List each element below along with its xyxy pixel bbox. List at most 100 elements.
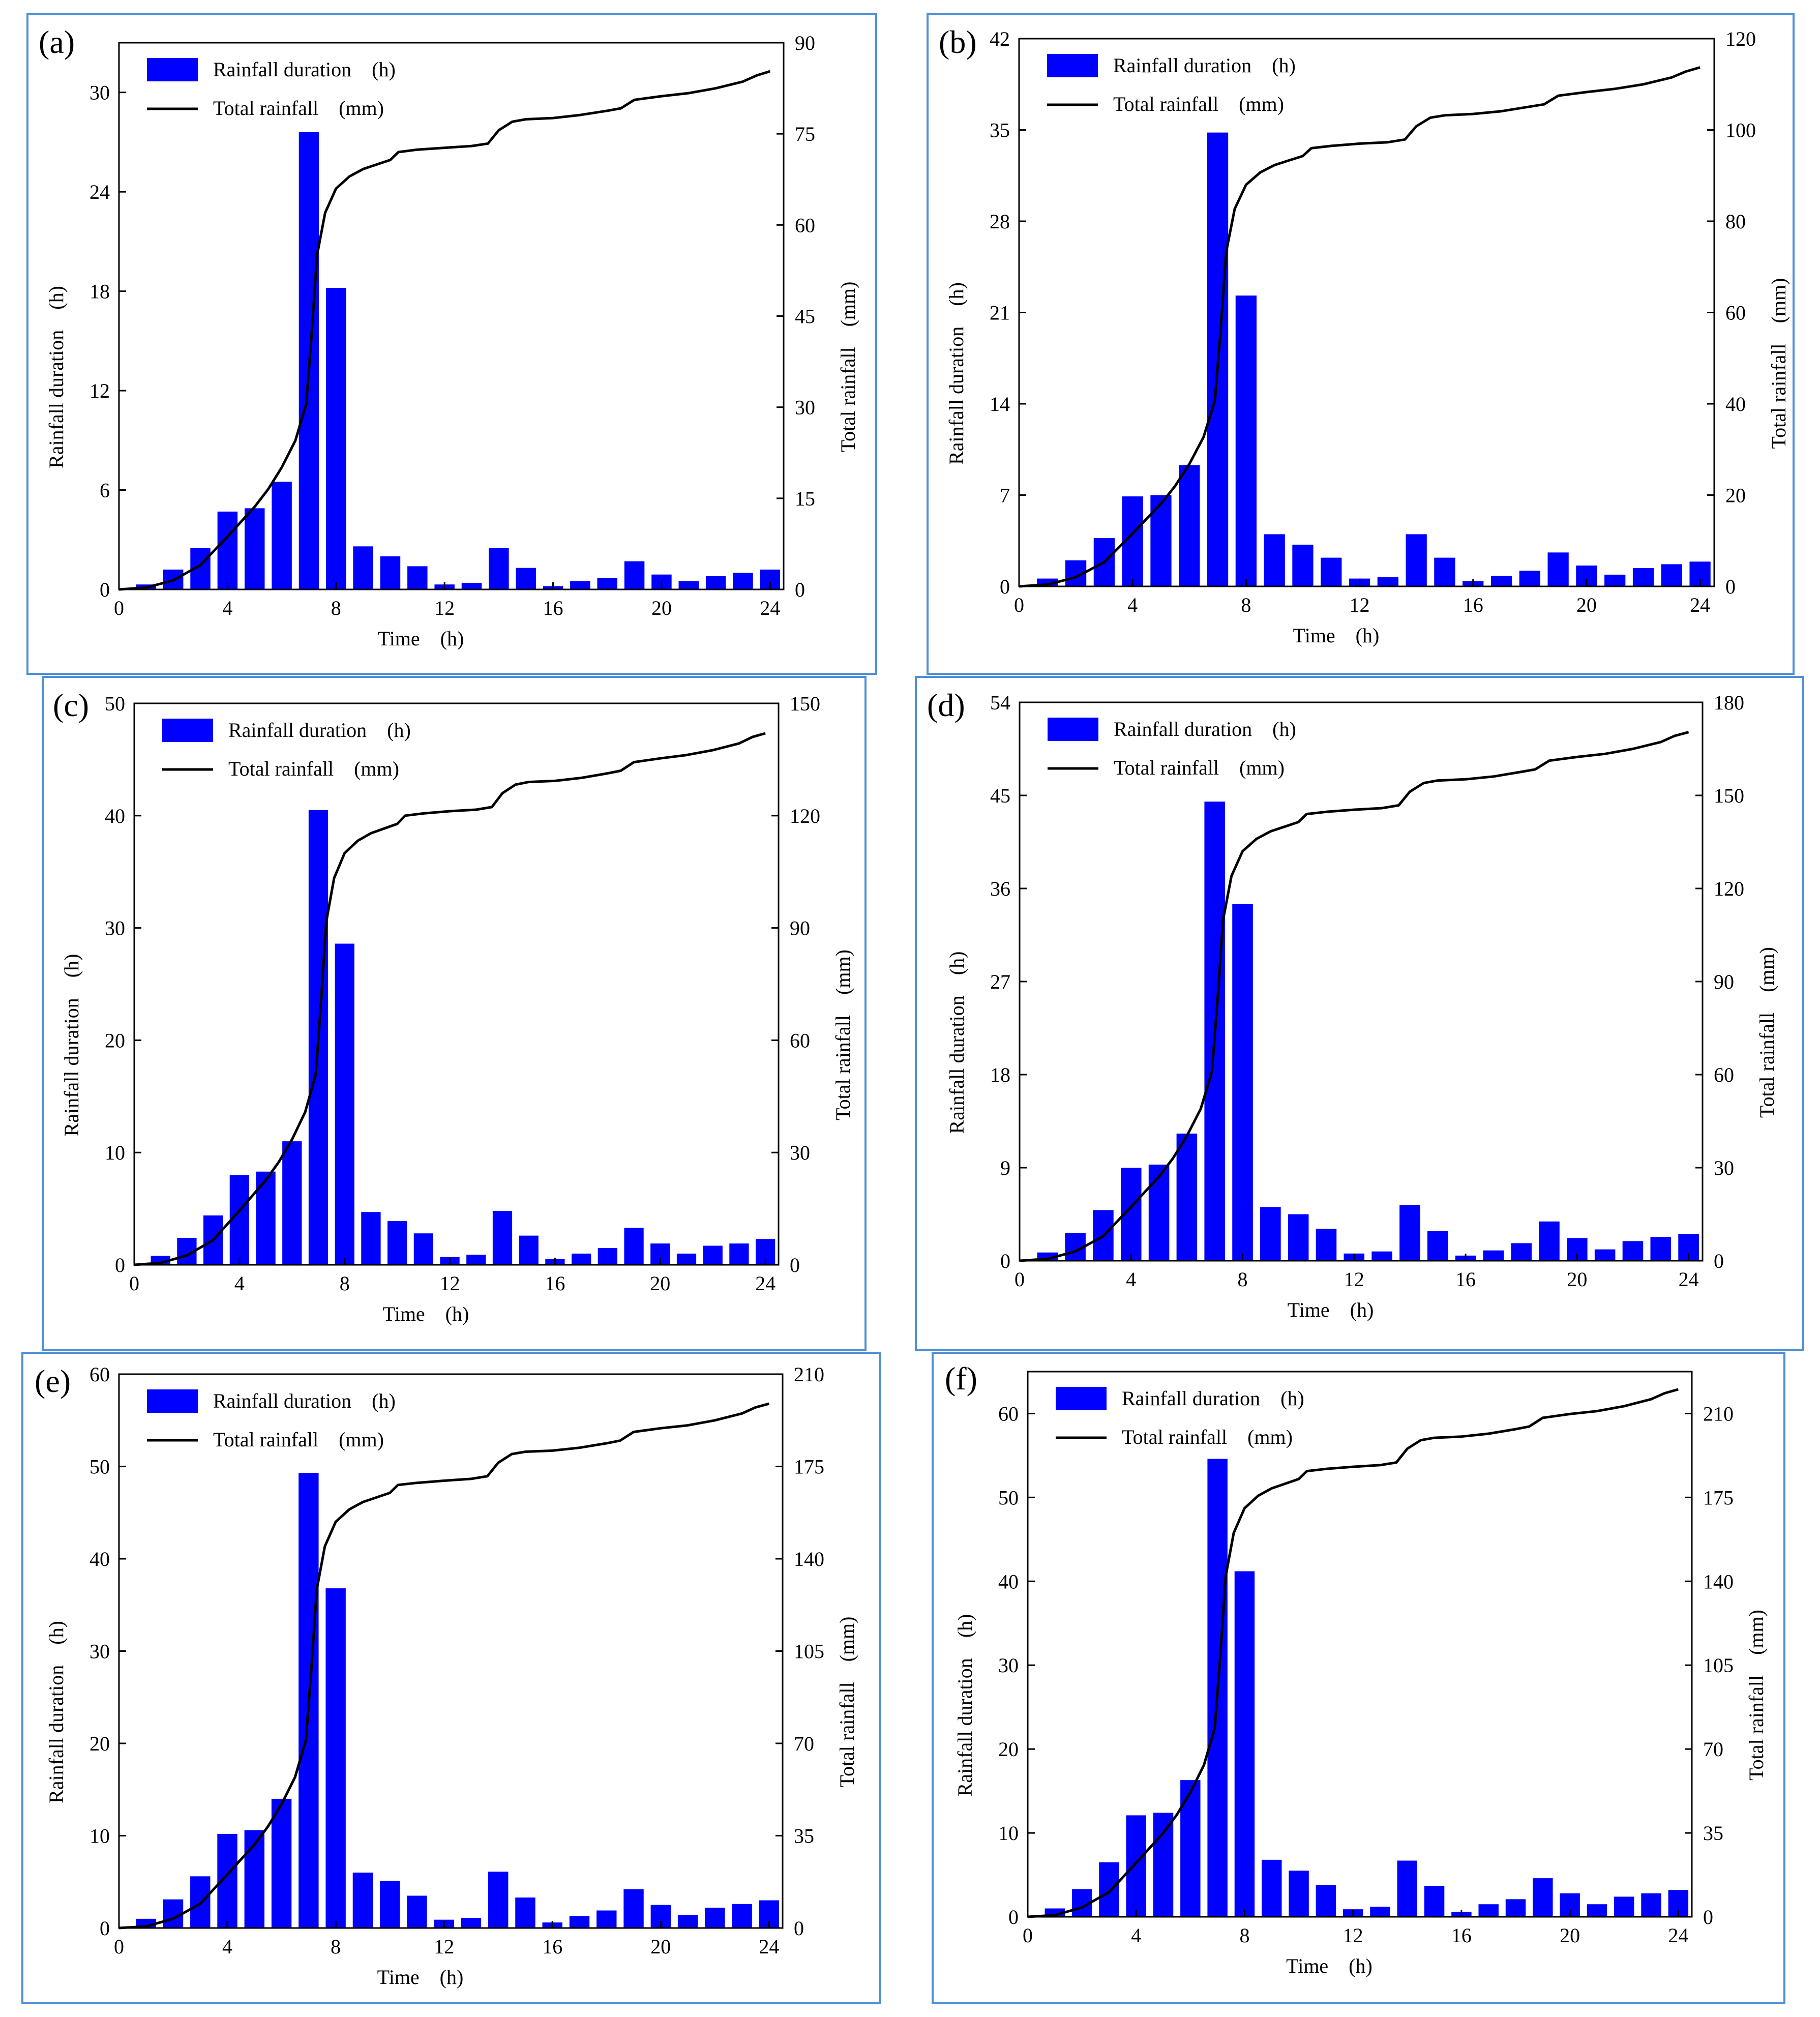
x-tick-label: 24 <box>760 597 780 619</box>
y-tick-label: 0 <box>100 578 110 601</box>
chart-panel-c: (c) 0 4 8 12 16 20 24 0 10 20 30 40 50 0 30 60 90 120 150 Ti… <box>42 676 867 1351</box>
bar <box>676 1253 697 1265</box>
bar <box>572 1253 591 1265</box>
bar <box>1288 1214 1309 1261</box>
y2-tick-label: 100 <box>1725 119 1756 142</box>
y2-tick-label: 140 <box>794 1548 824 1570</box>
bar <box>519 1235 539 1265</box>
x-tick-label: 20 <box>1576 594 1597 616</box>
y-tick-label: 20 <box>89 1732 110 1755</box>
y2-tick-label: 0 <box>794 1917 804 1940</box>
y2-tick-label: 60 <box>1714 1063 1734 1086</box>
y-tick-label: 28 <box>990 210 1010 233</box>
bar <box>352 1873 373 1928</box>
plot-frame <box>133 702 780 1266</box>
y2-tick-label: 20 <box>1725 484 1746 507</box>
bar <box>623 1889 644 1928</box>
y-tick-label: 40 <box>89 1548 110 1570</box>
bar <box>1179 465 1200 586</box>
y2-tick-label: 30 <box>790 1141 810 1164</box>
bar <box>1234 1571 1255 1917</box>
bar <box>1533 1878 1553 1917</box>
bar <box>1232 904 1253 1261</box>
bar <box>1641 1893 1661 1917</box>
x-axis-title: Time (h) <box>1286 1954 1373 1977</box>
y2-tick-label: 60 <box>795 214 815 236</box>
y-tick-label: 0 <box>1000 575 1010 598</box>
x-tick-label: 24 <box>1679 1268 1699 1291</box>
legend-bar-swatch <box>1048 718 1098 741</box>
y2-tick-label: 60 <box>790 1029 810 1052</box>
bar <box>1539 1221 1560 1261</box>
x-tick-label: 4 <box>234 1272 245 1295</box>
y-tick-label: 50 <box>89 1456 110 1478</box>
x-tick-label: 8 <box>340 1272 350 1295</box>
bar <box>1399 1205 1420 1261</box>
bar <box>461 582 482 589</box>
bar <box>379 1881 400 1928</box>
x-tick-label: 20 <box>651 597 672 619</box>
bar <box>1153 1813 1174 1917</box>
x-tick-label: 16 <box>1455 1268 1476 1291</box>
legend-bar-label: Rainfall duration (h) <box>228 719 411 741</box>
bar <box>624 561 645 589</box>
legend-line-label: Total rainfall (mm) <box>1122 1426 1293 1448</box>
bar <box>489 548 509 589</box>
bar <box>244 508 265 589</box>
y2-tick-label: 120 <box>1725 27 1756 50</box>
y-tick-label: 7 <box>1000 484 1010 507</box>
x-tick-label: 0 <box>114 597 124 619</box>
x-tick-label: 4 <box>222 597 232 619</box>
x-tick-label: 16 <box>545 1272 565 1295</box>
y-tick-label: 30 <box>105 917 125 940</box>
x-tick-label: 0 <box>1014 594 1024 616</box>
chart-panel-a: (a) 0 4 8 12 16 20 24 0 6 12 18 24 30 0 15 30 45 60 75 90 Tim… <box>26 13 877 675</box>
bar <box>1434 557 1455 586</box>
y2-tick-label: 120 <box>1714 877 1744 900</box>
x-tick-label: 0 <box>1023 1924 1033 1947</box>
x-tick-label: 8 <box>1239 1924 1249 1947</box>
y2-tick-label: 0 <box>1703 1906 1713 1929</box>
legend-bar-label: Rainfall duration (h) <box>1122 1387 1304 1410</box>
legend-bar-swatch <box>1056 1387 1107 1410</box>
bar <box>677 1915 698 1928</box>
legend-bar-swatch <box>162 719 213 742</box>
bar <box>1377 577 1398 586</box>
legend-bar-label: Rainfall duration (h) <box>213 58 396 81</box>
y-tick-label: 30 <box>89 81 110 104</box>
x-tick-label: 0 <box>129 1272 139 1295</box>
x-axis-title: Time (h) <box>378 627 464 650</box>
legend-line-label: Total rainfall (mm) <box>228 757 399 780</box>
y2-tick-label: 90 <box>795 32 815 54</box>
bar <box>1397 1860 1418 1917</box>
bar <box>1371 1251 1392 1261</box>
y2-axis-title: Total rainfall (mm) <box>1767 278 1790 449</box>
y-tick-label: 24 <box>89 181 110 203</box>
x-tick-label: 20 <box>650 1935 671 1958</box>
y2-tick-label: 140 <box>1703 1570 1734 1593</box>
bar <box>1604 574 1626 586</box>
legend-bar-swatch <box>147 1389 198 1413</box>
y2-tick-label: 90 <box>1714 970 1734 993</box>
y-tick-label: 12 <box>89 379 110 402</box>
bar <box>732 1904 752 1928</box>
legend-bar-label: Rainfall duration (h) <box>1114 718 1296 740</box>
y-tick-label: 0 <box>115 1254 125 1277</box>
bar <box>516 568 536 589</box>
x-tick-label: 24 <box>1690 594 1710 616</box>
x-tick-label: 24 <box>755 1272 775 1295</box>
total-rainfall-line <box>118 70 771 591</box>
bar <box>705 1908 725 1928</box>
legend-bar-swatch <box>147 58 198 81</box>
bar <box>596 1910 617 1928</box>
y2-tick-label: 75 <box>795 123 815 145</box>
plot-frame <box>1027 1371 1693 1918</box>
y-tick-label: 0 <box>1008 1906 1019 1929</box>
x-tick-label: 8 <box>1238 1268 1248 1291</box>
bar <box>1511 1243 1532 1261</box>
y2-axis-title: Total rainfall (mm) <box>1755 947 1778 1118</box>
y-tick-label: 18 <box>89 280 110 303</box>
bar <box>598 1248 617 1265</box>
y-tick-label: 35 <box>990 119 1010 142</box>
bar <box>1424 1885 1445 1917</box>
